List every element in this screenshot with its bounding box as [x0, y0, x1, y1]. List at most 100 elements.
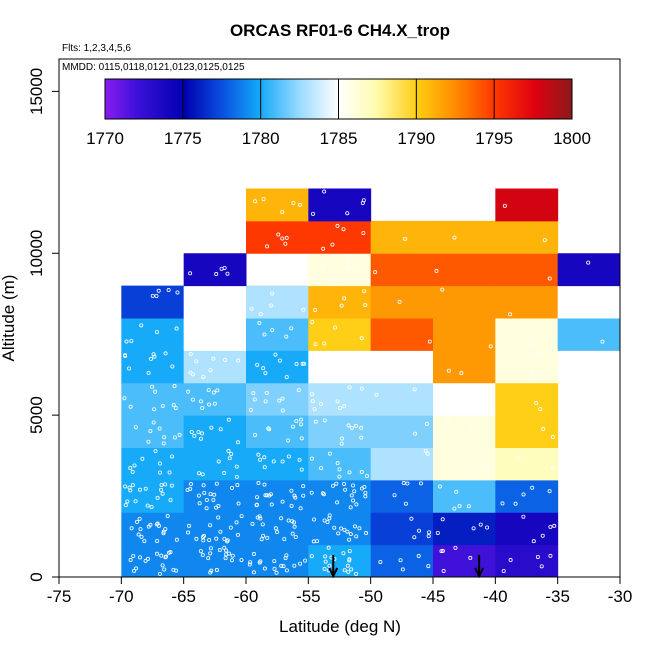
sample-point — [124, 339, 129, 344]
heatmap-cell — [370, 479, 434, 513]
sample-point — [211, 497, 216, 502]
sample-point — [151, 352, 156, 357]
sample-point — [257, 514, 262, 519]
sample-point — [212, 401, 217, 406]
y-tick-label: 10000 — [27, 230, 46, 277]
sample-point — [189, 482, 194, 487]
sample-point — [354, 502, 359, 507]
sample-point — [335, 399, 340, 404]
sample-point — [258, 457, 263, 462]
sample-point — [269, 502, 274, 507]
x-tick-label: -30 — [608, 587, 633, 606]
sample-point — [145, 556, 150, 561]
sample-point — [401, 481, 406, 486]
sample-point — [194, 359, 199, 364]
sample-point — [152, 354, 157, 359]
sample-point — [335, 223, 340, 228]
sample-point — [277, 398, 282, 403]
sample-point — [315, 539, 320, 544]
y-tick-label: 5000 — [27, 396, 46, 434]
colorbar-tick-label: 1775 — [164, 129, 202, 148]
x-tick-label: -40 — [483, 587, 508, 606]
heatmap-cell — [433, 285, 496, 319]
heatmap-cell — [308, 253, 372, 287]
sample-point — [204, 497, 209, 502]
sample-point — [211, 390, 216, 395]
sample-point — [349, 567, 354, 572]
sample-point — [260, 522, 265, 527]
sample-point — [204, 506, 209, 511]
x-tick-label: -35 — [545, 587, 570, 606]
sample-point — [297, 202, 302, 207]
sample-point — [357, 356, 362, 361]
sample-point — [196, 471, 201, 476]
sample-point — [351, 498, 356, 503]
sample-point — [281, 564, 286, 569]
sample-point — [402, 236, 407, 241]
sample-point — [320, 263, 325, 268]
sample-point — [255, 495, 260, 500]
heatmap-cell — [308, 285, 372, 319]
sample-point — [169, 483, 174, 488]
sample-point — [157, 426, 162, 431]
sample-point — [290, 519, 295, 524]
sample-point — [160, 403, 165, 408]
sample-point — [427, 530, 432, 535]
sample-point — [296, 388, 301, 393]
sample-point — [122, 396, 127, 401]
sample-point — [322, 518, 327, 523]
colorbar-tick-label: 1795 — [475, 129, 513, 148]
sample-point — [222, 536, 227, 541]
sample-point — [359, 425, 364, 430]
sample-point — [341, 227, 346, 232]
heatmap-cell — [121, 447, 185, 481]
sample-point — [130, 483, 135, 488]
sample-point — [171, 402, 176, 407]
sample-point — [160, 491, 165, 496]
sample-point — [280, 209, 285, 214]
sample-point — [138, 555, 143, 560]
heatmap-cell — [433, 350, 496, 384]
sample-point — [320, 368, 325, 373]
arrow-head — [328, 567, 339, 579]
sample-point — [550, 435, 555, 440]
sample-point — [326, 545, 331, 550]
sample-point — [348, 532, 353, 537]
sample-point — [271, 459, 276, 464]
sample-point — [169, 454, 174, 459]
colorbar-tick-label: 1790 — [397, 129, 435, 148]
sample-point — [227, 456, 232, 461]
sample-point — [129, 338, 134, 343]
sample-point — [148, 429, 153, 434]
x-tick-label: -45 — [421, 587, 446, 606]
sample-point — [342, 296, 347, 301]
sample-point — [289, 326, 294, 331]
sample-point — [154, 551, 159, 556]
sample-point — [303, 558, 308, 563]
sample-point — [168, 498, 173, 503]
sample-point — [150, 293, 155, 298]
sample-point — [322, 418, 327, 423]
sample-point — [194, 536, 199, 541]
sample-point — [361, 359, 366, 364]
sample-point — [336, 531, 341, 536]
sample-point — [341, 551, 346, 556]
heatmap-cell — [370, 512, 434, 546]
heatmap-cell — [121, 544, 185, 577]
sample-point — [548, 524, 553, 529]
sample-point — [346, 423, 351, 428]
sample-point — [440, 287, 445, 292]
sample-point — [268, 492, 273, 497]
sample-point — [262, 566, 267, 571]
sample-point — [128, 466, 133, 471]
sample-point — [586, 260, 591, 265]
sample-point — [457, 504, 462, 509]
sample-point — [290, 531, 295, 536]
sample-point — [284, 334, 289, 339]
sample-point — [289, 503, 294, 508]
sample-point — [322, 566, 327, 571]
heatmap-cell — [557, 318, 620, 351]
sample-point — [127, 366, 132, 371]
sample-point — [202, 490, 207, 495]
sample-point — [267, 427, 272, 432]
